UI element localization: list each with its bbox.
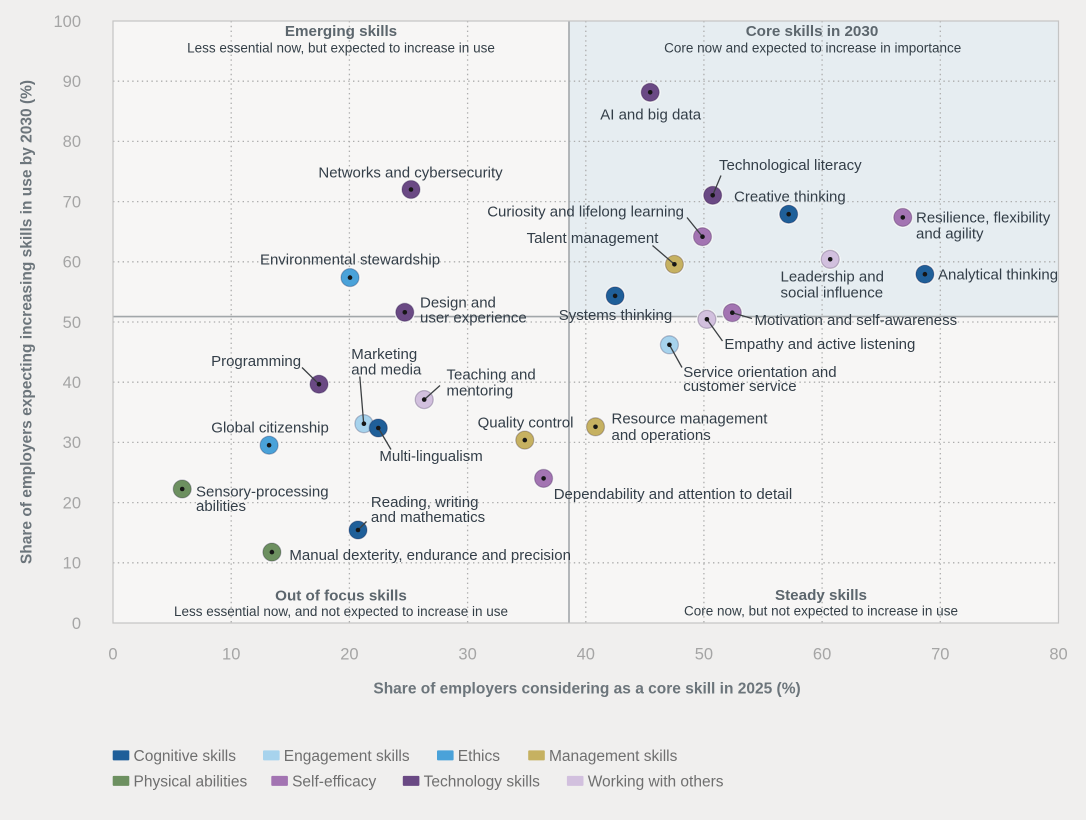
svg-text:30: 30 [63, 434, 81, 452]
svg-text:60: 60 [813, 645, 831, 663]
svg-text:Service orientation and: Service orientation and [683, 364, 836, 381]
svg-text:Teaching and: Teaching and [447, 366, 536, 383]
svg-text:Reading, writing: Reading, writing [371, 494, 479, 511]
svg-text:Sensory-processing: Sensory-processing [196, 483, 329, 500]
svg-text:Resilience, flexibility: Resilience, flexibility [916, 210, 1051, 227]
svg-text:and operations: and operations [612, 427, 711, 444]
svg-text:Self-efficacy: Self-efficacy [292, 774, 376, 791]
svg-text:50: 50 [695, 645, 713, 663]
svg-text:and agility: and agility [916, 225, 984, 242]
svg-text:10: 10 [63, 555, 81, 573]
svg-text:Systems thinking: Systems thinking [559, 307, 672, 324]
svg-text:Resource management: Resource management [612, 410, 769, 427]
svg-text:Environmental stewardship: Environmental stewardship [260, 251, 440, 268]
svg-text:Creative thinking: Creative thinking [734, 189, 846, 206]
svg-text:and media: and media [351, 361, 422, 378]
svg-text:Engagement skills: Engagement skills [284, 748, 410, 765]
svg-text:social influence: social influence [781, 284, 884, 301]
svg-text:customer service: customer service [683, 378, 796, 395]
svg-text:80: 80 [63, 133, 81, 151]
svg-text:Talent management: Talent management [527, 230, 660, 247]
svg-text:60: 60 [63, 254, 81, 272]
svg-text:Steady skills: Steady skills [775, 587, 867, 604]
svg-text:30: 30 [458, 645, 476, 663]
svg-text:80: 80 [1049, 645, 1067, 663]
svg-text:Dependability and attention to: Dependability and attention to detail [554, 486, 793, 503]
svg-text:Physical abilities: Physical abilities [134, 774, 248, 791]
svg-text:AI and big data: AI and big data [600, 107, 702, 124]
svg-text:Out of focus skills: Out of focus skills [275, 587, 407, 604]
svg-text:Core now and expected to incre: Core now and expected to increase in imp… [664, 41, 961, 56]
svg-text:70: 70 [931, 645, 949, 663]
svg-text:Core skills in 2030: Core skills in 2030 [746, 23, 879, 40]
svg-text:Core now, but not expected to: Core now, but not expected to increase i… [684, 604, 958, 619]
svg-text:Less essential now, but expect: Less essential now, but expected to incr… [187, 41, 495, 56]
svg-text:Quality control: Quality control [478, 415, 574, 432]
svg-text:Share of employers considering: Share of employers considering as a core… [373, 680, 800, 697]
svg-text:10: 10 [222, 645, 240, 663]
svg-text:abilities: abilities [196, 498, 246, 515]
svg-text:user experience: user experience [420, 310, 527, 327]
svg-text:Cognitive skills: Cognitive skills [134, 748, 237, 765]
svg-text:0: 0 [108, 645, 117, 663]
svg-text:20: 20 [63, 494, 81, 512]
svg-text:Technology skills: Technology skills [424, 774, 541, 791]
svg-text:Empathy and active listening: Empathy and active listening [724, 336, 915, 353]
svg-text:Marketing: Marketing [351, 346, 417, 363]
svg-text:70: 70 [63, 193, 81, 211]
svg-text:Design and: Design and [420, 294, 496, 311]
svg-text:Ethics: Ethics [458, 748, 500, 765]
svg-text:Leadership and: Leadership and [781, 268, 884, 285]
svg-text:Programming: Programming [211, 353, 301, 370]
svg-text:Motivation and self-awareness: Motivation and self-awareness [755, 312, 958, 329]
svg-text:40: 40 [577, 645, 595, 663]
svg-text:Curiosity and lifelong learnin: Curiosity and lifelong learning [487, 203, 684, 220]
svg-text:Less essential now, and not ex: Less essential now, and not expected to … [174, 604, 508, 619]
svg-text:100: 100 [53, 13, 81, 31]
svg-text:50: 50 [63, 314, 81, 332]
svg-text:Networks and cybersecurity: Networks and cybersecurity [318, 164, 503, 181]
svg-text:Share of employers expecting i: Share of employers expecting increasing … [18, 80, 35, 564]
svg-text:Manual dexterity, endurance an: Manual dexterity, endurance and precisio… [289, 547, 571, 564]
svg-text:Management skills: Management skills [549, 748, 678, 765]
svg-text:0: 0 [72, 615, 81, 633]
svg-text:Working with others: Working with others [588, 774, 724, 791]
svg-text:20: 20 [340, 645, 358, 663]
svg-text:Multi-lingualism: Multi-lingualism [379, 448, 482, 465]
svg-text:Global citizenship: Global citizenship [211, 420, 329, 437]
svg-text:40: 40 [63, 374, 81, 392]
svg-text:Analytical thinking: Analytical thinking [938, 266, 1058, 283]
svg-text:mentoring: mentoring [447, 383, 514, 400]
svg-text:Technological literacy: Technological literacy [719, 157, 862, 174]
svg-text:Emerging skills: Emerging skills [285, 23, 397, 40]
svg-text:90: 90 [63, 73, 81, 91]
svg-text:and mathematics: and mathematics [371, 509, 485, 526]
